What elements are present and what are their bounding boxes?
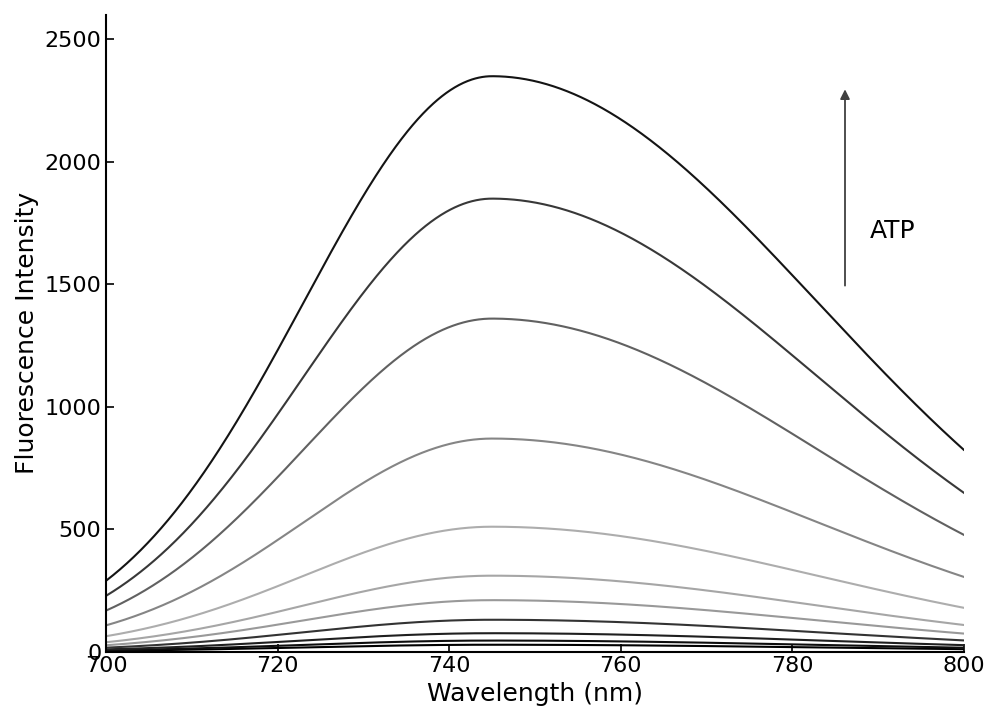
Y-axis label: Fluorescence Intensity: Fluorescence Intensity (15, 193, 39, 474)
Text: ATP: ATP (870, 218, 916, 243)
X-axis label: Wavelength (nm): Wavelength (nm) (427, 682, 643, 706)
